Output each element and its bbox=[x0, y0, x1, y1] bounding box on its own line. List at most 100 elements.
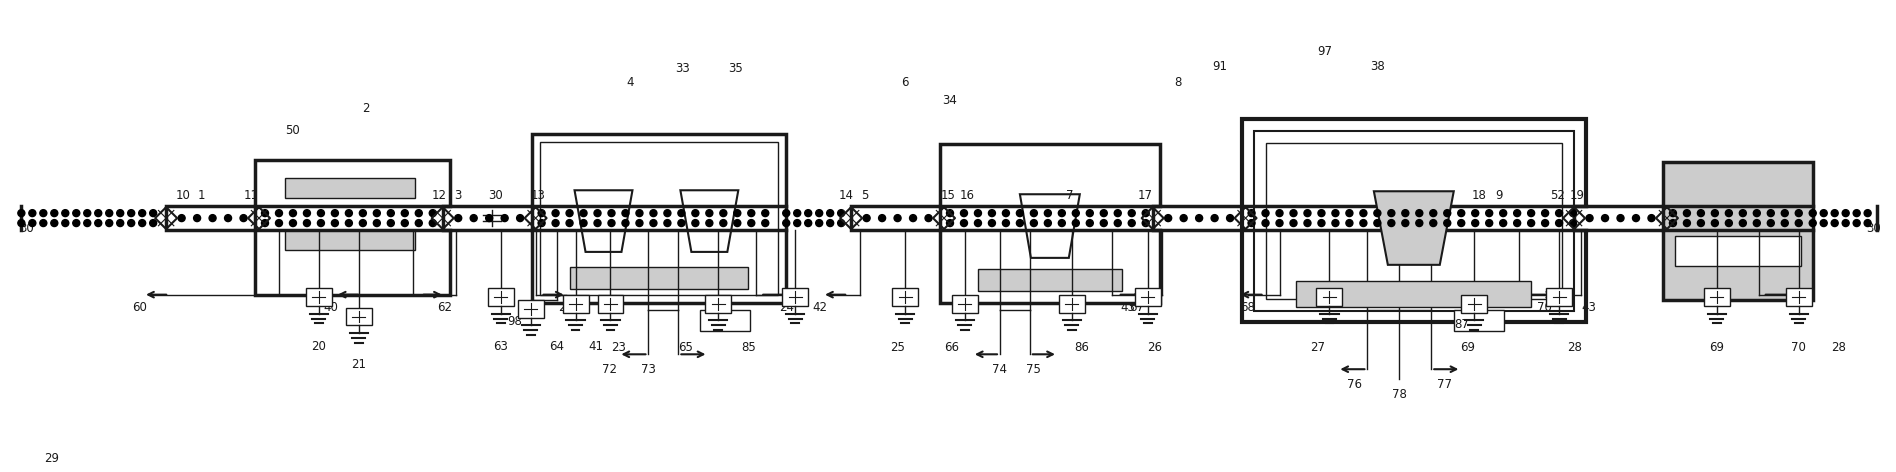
Text: 43: 43 bbox=[1121, 301, 1136, 314]
Circle shape bbox=[1346, 219, 1354, 227]
Circle shape bbox=[650, 219, 656, 227]
Circle shape bbox=[580, 210, 588, 217]
Text: 27: 27 bbox=[1310, 341, 1325, 354]
Circle shape bbox=[1375, 210, 1380, 217]
Bar bbox=[1242, 118, 1587, 322]
Text: 69: 69 bbox=[1460, 341, 1475, 354]
Bar bbox=[305, 288, 332, 305]
Circle shape bbox=[455, 215, 463, 221]
Circle shape bbox=[303, 219, 311, 227]
Circle shape bbox=[150, 219, 157, 227]
Text: 29: 29 bbox=[44, 452, 59, 465]
Bar bbox=[1705, 288, 1729, 305]
Circle shape bbox=[1128, 219, 1136, 227]
Bar bbox=[1058, 295, 1085, 312]
Circle shape bbox=[1141, 210, 1149, 217]
Text: 14: 14 bbox=[838, 189, 853, 202]
Circle shape bbox=[1263, 219, 1268, 227]
Circle shape bbox=[622, 210, 629, 217]
Circle shape bbox=[895, 215, 901, 221]
Bar bbox=[978, 269, 1122, 291]
Circle shape bbox=[1100, 210, 1107, 217]
Circle shape bbox=[1388, 219, 1395, 227]
Circle shape bbox=[1486, 210, 1492, 217]
Circle shape bbox=[1346, 210, 1354, 217]
Circle shape bbox=[1528, 219, 1534, 227]
Text: 5: 5 bbox=[861, 189, 868, 202]
Circle shape bbox=[1276, 219, 1284, 227]
Circle shape bbox=[51, 210, 57, 217]
Bar bbox=[1786, 288, 1813, 305]
Text: 30: 30 bbox=[489, 189, 502, 202]
Bar bbox=[487, 288, 514, 305]
Circle shape bbox=[516, 215, 523, 221]
Circle shape bbox=[1684, 219, 1691, 227]
Bar bbox=[1134, 288, 1160, 305]
Circle shape bbox=[51, 219, 57, 227]
Circle shape bbox=[138, 219, 146, 227]
Bar bbox=[518, 300, 544, 318]
Circle shape bbox=[72, 219, 80, 227]
Circle shape bbox=[1684, 210, 1691, 217]
Circle shape bbox=[1458, 210, 1466, 217]
Circle shape bbox=[1632, 215, 1640, 221]
Circle shape bbox=[720, 219, 726, 227]
Circle shape bbox=[946, 219, 954, 227]
Circle shape bbox=[1227, 215, 1234, 221]
Circle shape bbox=[747, 219, 755, 227]
Text: 15: 15 bbox=[940, 189, 956, 202]
Circle shape bbox=[679, 210, 684, 217]
Circle shape bbox=[609, 219, 614, 227]
Text: 66: 66 bbox=[944, 341, 959, 354]
Circle shape bbox=[402, 210, 408, 217]
Circle shape bbox=[1500, 210, 1507, 217]
Circle shape bbox=[734, 210, 741, 217]
Circle shape bbox=[1276, 210, 1284, 217]
Text: 38: 38 bbox=[1371, 59, 1384, 73]
Circle shape bbox=[1030, 219, 1037, 227]
Circle shape bbox=[28, 210, 36, 217]
Polygon shape bbox=[1375, 191, 1454, 265]
Circle shape bbox=[428, 210, 436, 217]
Circle shape bbox=[374, 219, 381, 227]
Circle shape bbox=[1555, 210, 1562, 217]
Circle shape bbox=[1541, 210, 1549, 217]
Text: 77: 77 bbox=[1437, 378, 1452, 391]
Text: 1: 1 bbox=[197, 189, 205, 202]
Circle shape bbox=[193, 215, 201, 221]
Circle shape bbox=[946, 210, 954, 217]
Circle shape bbox=[1458, 219, 1466, 227]
Text: 97: 97 bbox=[1318, 44, 1333, 58]
Bar bbox=[167, 206, 260, 230]
Text: 87: 87 bbox=[1454, 318, 1469, 331]
Text: 65: 65 bbox=[679, 341, 692, 354]
Circle shape bbox=[664, 219, 671, 227]
Circle shape bbox=[1843, 210, 1849, 217]
Circle shape bbox=[95, 219, 102, 227]
Text: 7: 7 bbox=[1066, 189, 1073, 202]
Bar bbox=[1454, 310, 1504, 331]
Circle shape bbox=[1587, 215, 1593, 221]
Circle shape bbox=[838, 210, 844, 217]
Text: 11: 11 bbox=[243, 189, 258, 202]
Circle shape bbox=[1086, 219, 1094, 227]
Text: 52: 52 bbox=[1549, 189, 1564, 202]
Circle shape bbox=[1767, 219, 1775, 227]
Text: 78: 78 bbox=[1392, 388, 1407, 401]
Circle shape bbox=[1318, 210, 1325, 217]
Circle shape bbox=[1248, 219, 1255, 227]
Circle shape bbox=[650, 210, 656, 217]
Circle shape bbox=[415, 210, 423, 217]
Circle shape bbox=[720, 210, 726, 217]
Circle shape bbox=[1617, 215, 1625, 221]
Circle shape bbox=[961, 210, 967, 217]
Text: 23: 23 bbox=[611, 341, 626, 354]
Text: 28: 28 bbox=[1832, 341, 1847, 354]
Text: 9: 9 bbox=[1496, 189, 1504, 202]
Circle shape bbox=[1045, 210, 1052, 217]
Text: 76: 76 bbox=[1346, 378, 1361, 391]
Circle shape bbox=[1003, 210, 1009, 217]
Circle shape bbox=[1739, 219, 1746, 227]
Bar bbox=[1297, 281, 1532, 307]
Text: 98: 98 bbox=[508, 315, 521, 328]
